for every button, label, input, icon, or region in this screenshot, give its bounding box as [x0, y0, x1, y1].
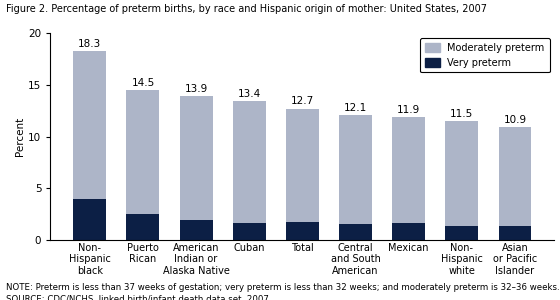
Text: 12.7: 12.7 [291, 97, 314, 106]
Bar [392, 117, 425, 224]
Bar [498, 226, 531, 240]
Text: 12.1: 12.1 [344, 103, 367, 113]
Text: 11.9: 11.9 [397, 105, 421, 115]
Legend: Moderately preterm, Very preterm: Moderately preterm, Very preterm [420, 38, 549, 72]
Text: 13.4: 13.4 [237, 89, 261, 99]
Bar [445, 121, 478, 226]
Bar [73, 199, 106, 240]
Bar [233, 101, 266, 224]
Bar [339, 224, 372, 240]
Text: 11.5: 11.5 [450, 109, 474, 119]
Bar [286, 222, 319, 240]
Bar [233, 224, 266, 240]
Bar [127, 214, 160, 240]
Bar [127, 90, 160, 214]
Text: 14.5: 14.5 [131, 78, 155, 88]
Bar [286, 109, 319, 222]
Y-axis label: Percent: Percent [15, 117, 25, 156]
Text: Figure 2. Percentage of preterm births, by race and Hispanic origin of mother: U: Figure 2. Percentage of preterm births, … [6, 4, 487, 14]
Text: NOTE: Preterm is less than 37 weeks of gestation; very preterm is less than 32 w: NOTE: Preterm is less than 37 weeks of g… [6, 284, 559, 292]
Text: SOURCE: CDC/NCHS, linked birth/infant death data set, 2007.: SOURCE: CDC/NCHS, linked birth/infant de… [6, 295, 271, 300]
Bar [73, 51, 106, 199]
Bar [180, 220, 213, 240]
Bar [498, 127, 531, 226]
Text: 13.9: 13.9 [184, 84, 208, 94]
Bar [180, 96, 213, 220]
Text: 18.3: 18.3 [78, 38, 101, 49]
Bar [445, 226, 478, 240]
Bar [339, 115, 372, 224]
Text: 10.9: 10.9 [503, 115, 526, 125]
Bar [392, 224, 425, 240]
